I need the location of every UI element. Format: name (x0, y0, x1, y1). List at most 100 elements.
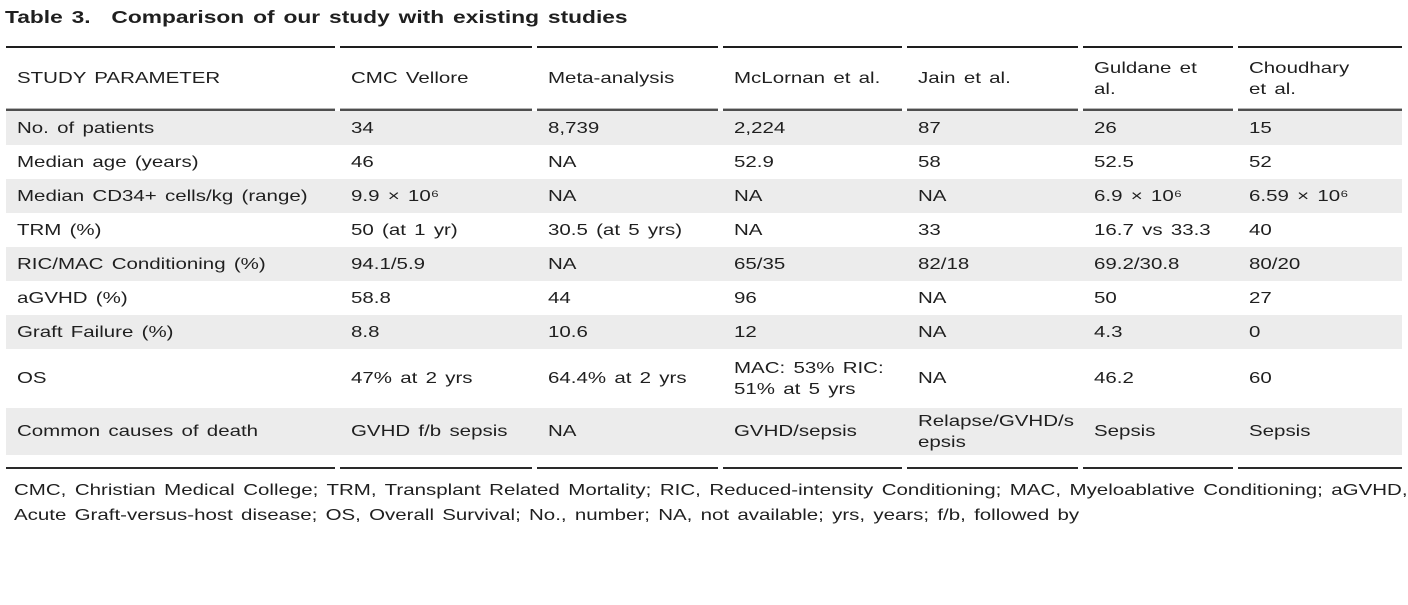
column-header-label: CMC Vellore (351, 70, 469, 87)
table-bottom-rule (6, 455, 1403, 469)
cell-text: 64.4% at 2 yrs (548, 370, 687, 387)
cell-text: Relapse/GVHD/sepsis (917, 412, 1074, 451)
cell-text: 65/35 (733, 255, 786, 273)
cell-text: 6.9 × 10⁶ (1093, 187, 1183, 205)
column-header-label: Guldane et al. (1093, 59, 1197, 98)
cell-text: 50 (1093, 289, 1117, 307)
footnote-line: Acute Graft-versus-host disease; OS, Ove… (14, 507, 1080, 524)
table-cell: 50 (1083, 281, 1238, 315)
table-row-median-age: Median age (years) 46 NA 52.9 58 52.5 52 (6, 145, 1402, 179)
cell-text: Graft Failure (%) (17, 323, 174, 341)
table-row-no-of-patients: No. of patients 34 8,739 2,224 87 26 15 (6, 111, 1402, 145)
table-row-agvhd: aGVHD (%) 58.8 44 96 NA 50 27 (6, 281, 1402, 315)
table-cell: 46 (340, 145, 537, 179)
row-label-cell: No. of patients (6, 111, 341, 145)
cell-text: NA (548, 423, 577, 440)
table-row-trm: TRM (%) 50 (at 1 yr) 30.5 (at 5 yrs) NA … (6, 213, 1402, 247)
table-cell: 0 (1237, 315, 1402, 349)
table-cell: 46.2 (1083, 349, 1238, 408)
table-footnote: CMC, Christian Medical College; TRM, Tra… (14, 478, 1408, 528)
table-cell: NA (723, 213, 907, 247)
table-row-os: OS 47% at 2 yrs 64.4% at 2 yrs MAC: 53% … (6, 349, 1402, 408)
table-cell: 52.9 (723, 145, 907, 179)
cell-text: NA (917, 323, 947, 341)
table-cell: NA (537, 145, 723, 179)
cell-text: OS (17, 370, 47, 387)
table-cell: Sepsis (1237, 408, 1402, 455)
table-cell: 94.1/5.9 (340, 247, 538, 281)
cell-text: NA (917, 187, 947, 205)
row-label-cell: Median CD34+ cells/kg (range) (6, 179, 341, 213)
table-number-label: Table 3. (5, 7, 91, 27)
cell-text: NA (733, 187, 763, 205)
cell-text: 40 (1248, 221, 1272, 239)
table-cell: NA (537, 247, 723, 281)
table-row-median-cd34: Median CD34+ cells/kg (range) 9.9 × 10⁶ … (6, 179, 1402, 213)
cell-text: 52.5 (1093, 153, 1134, 171)
cell-text: 87 (917, 119, 941, 137)
table-cell: GVHD f/b sepsis (340, 408, 538, 455)
cell-text: GVHD f/b sepsis (351, 423, 508, 440)
cell-text: NA (917, 370, 947, 387)
cell-text: 15 (1248, 119, 1272, 137)
cell-text: 33 (917, 221, 941, 239)
cell-text: NA (917, 289, 947, 307)
column-header-cmc-vellore: CMC Vellore (340, 46, 537, 111)
table-cell: NA (906, 315, 1083, 349)
cell-text: 46.2 (1093, 370, 1134, 387)
table-bottom-rule-segment (6, 455, 341, 469)
table-cell: 69.2/30.8 (1082, 247, 1238, 281)
table-cell: 8,739 (537, 111, 723, 145)
table-cell: 65/35 (722, 247, 907, 281)
table-cell: NA (722, 179, 907, 213)
cell-text: 8.8 (351, 323, 380, 341)
table-cell: 6.9 × 10⁶ (1082, 179, 1238, 213)
column-header-label: Meta-analysis (548, 70, 675, 87)
table-cell: 80/20 (1237, 247, 1402, 281)
column-header-label: Jain et al. (917, 70, 1011, 87)
table-cell: 34 (340, 111, 538, 145)
column-header-mclornan: McLornan et al. (722, 46, 907, 111)
column-header-label: Choudhary et al. (1248, 59, 1350, 98)
column-header-label: McLornan et al. (733, 70, 881, 87)
cell-text: 30.5 (at 5 yrs) (548, 221, 683, 239)
table-cell: 52 (1238, 145, 1402, 179)
table-cell: 58 (907, 145, 1083, 179)
cell-text: Median CD34+ cells/kg (range) (17, 187, 308, 205)
cell-text: 44 (548, 289, 571, 307)
table-cell: 2,224 (722, 111, 907, 145)
cell-text: 9.9 × 10⁶ (351, 187, 440, 205)
cell-text: Sepsis (1248, 423, 1311, 440)
cell-text: 4.3 (1093, 323, 1123, 341)
table-title: Table 3. Comparison of our study with exi… (5, 7, 1408, 31)
table-cell: NA (906, 179, 1083, 213)
cell-text: 27 (1248, 289, 1272, 307)
row-label-cell: Graft Failure (%) (6, 315, 341, 349)
table-cell: 27 (1238, 281, 1402, 315)
table-header: STUDY PARAMETER CMC Vellore Meta-analysi… (6, 46, 1403, 111)
column-header-jain: Jain et al. (906, 46, 1083, 111)
table-cell: 87 (906, 111, 1083, 145)
cell-text: NA (548, 187, 577, 205)
column-header-label: STUDY PARAMETER (17, 70, 221, 87)
cell-text: 69.2/30.8 (1093, 255, 1180, 273)
table-cell: 10.6 (537, 315, 723, 349)
table-cell: NA (537, 408, 723, 455)
table-cell: 50 (at 1 yr) (340, 213, 537, 247)
row-label-cell: Median age (years) (6, 145, 340, 179)
table-cell: 96 (723, 281, 907, 315)
cell-text: Sepsis (1093, 423, 1156, 440)
table-cell: 47% at 2 yrs (340, 349, 537, 408)
cell-text: Median age (years) (17, 153, 199, 171)
table-cell: GVHD/sepsis (722, 408, 907, 455)
table-cell: 60 (1238, 349, 1402, 408)
table-title-scaler: Table 3. Comparison of our study with exi… (5, 7, 628, 28)
table-cell: 26 (1082, 111, 1238, 145)
table-cell: 30.5 (at 5 yrs) (537, 213, 723, 247)
cell-text: aGVHD (%) (17, 289, 128, 307)
table-bottom-rule-segment (1237, 455, 1403, 469)
cell-text: TRM (%) (17, 221, 102, 239)
cell-text: 12 (733, 323, 757, 341)
cell-text: MAC: 53% RIC: 51% at 5 yrs (733, 359, 884, 398)
row-label-cell: RIC/MAC Conditioning (%) (6, 247, 341, 281)
